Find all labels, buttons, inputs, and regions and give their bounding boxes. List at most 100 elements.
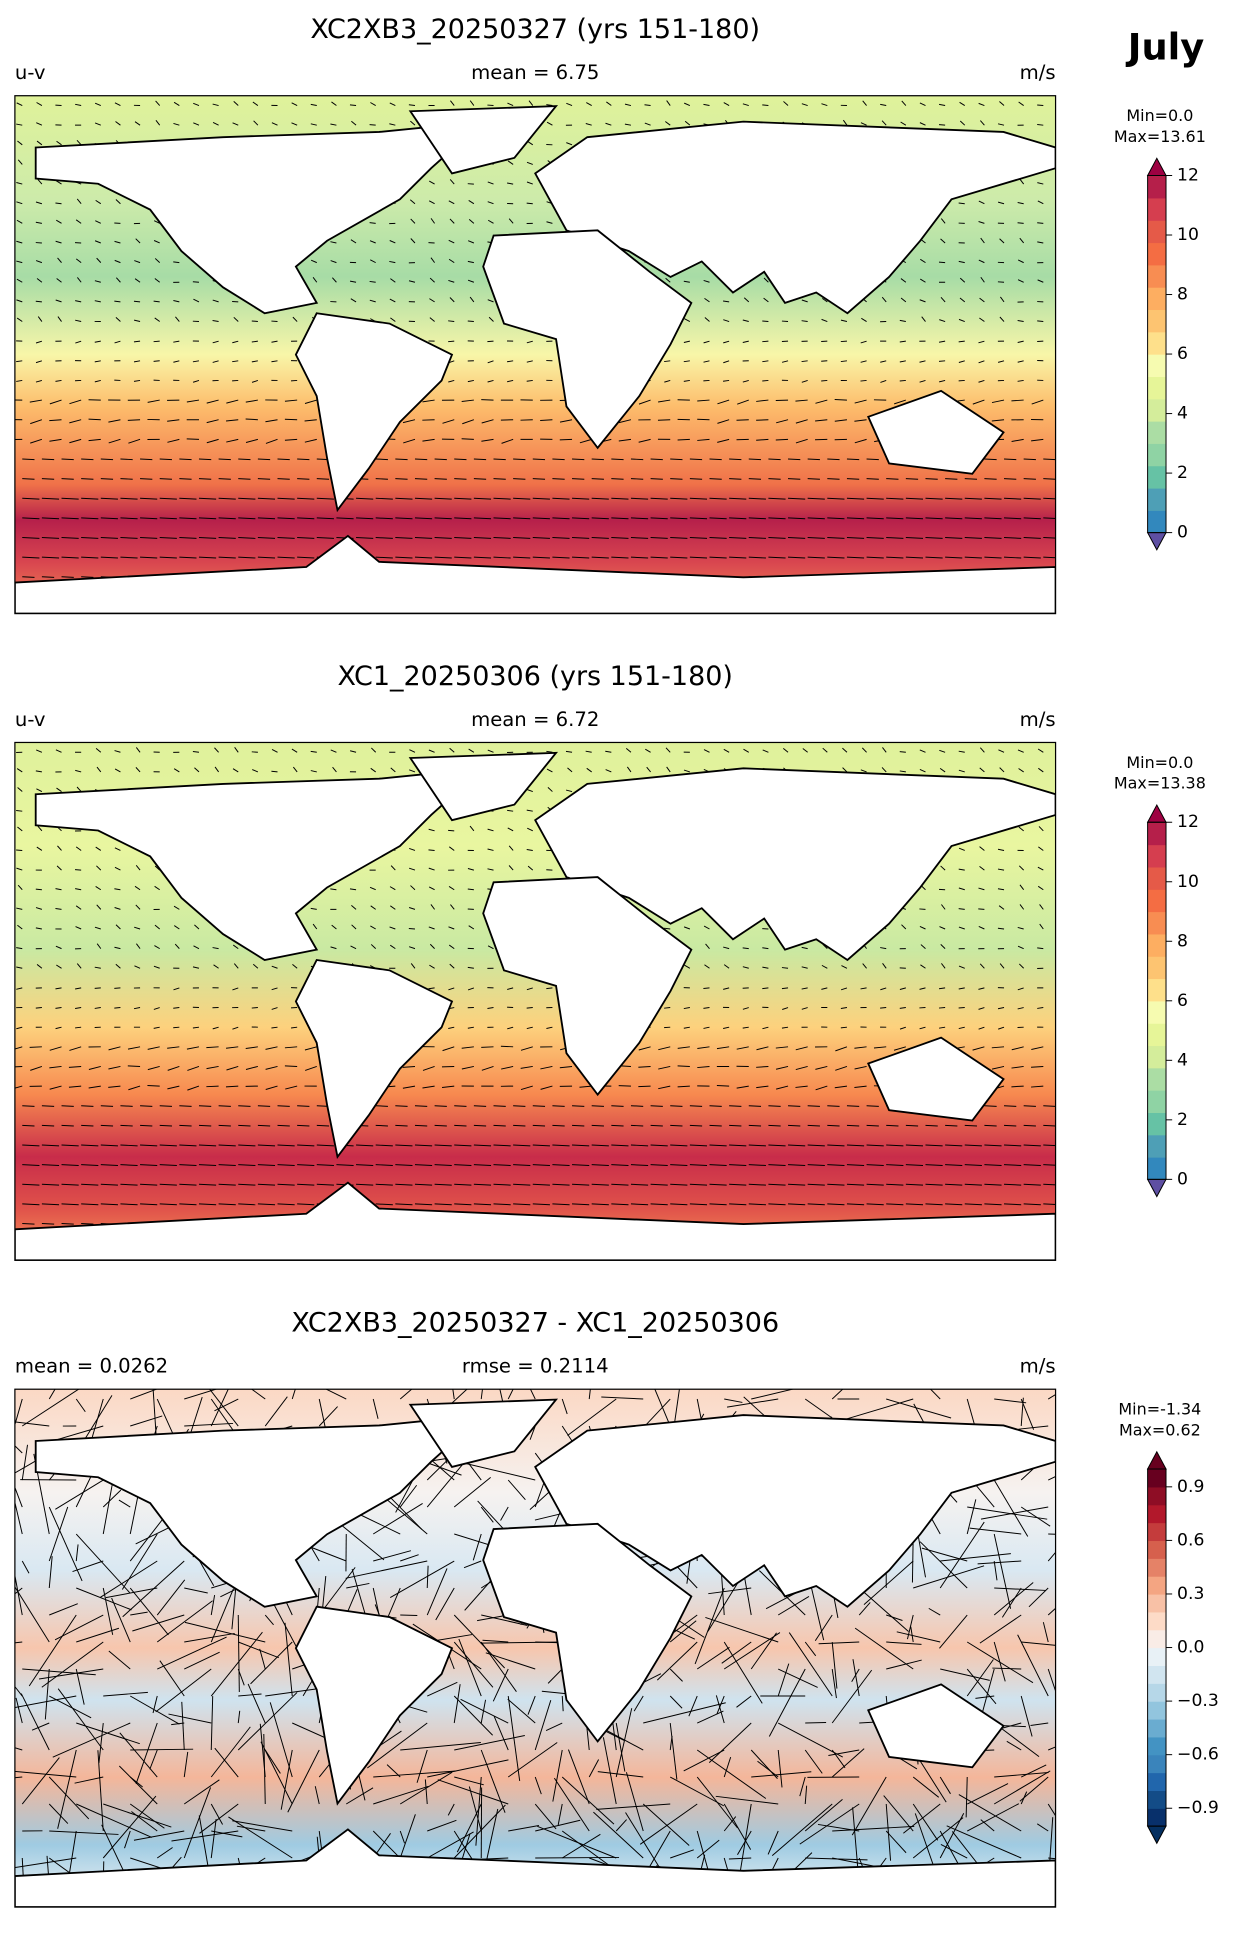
- wind-arrow: [454, 1144, 472, 1147]
- wind-arrow: [925, 1183, 943, 1186]
- wind-arrow: [742, 379, 749, 383]
- wind-arrow: [75, 319, 82, 323]
- wind-arrow: [827, 1124, 840, 1127]
- wind-arrow: [846, 537, 865, 539]
- wind-arrow: [846, 478, 860, 480]
- wind-arrow: [102, 1477, 114, 1535]
- wind-arrow: [198, 478, 212, 480]
- wind-arrow: [638, 438, 651, 443]
- wind-arrow: [114, 866, 121, 871]
- wind-arrow: [147, 1065, 160, 1071]
- wind-arrow: [854, 1085, 867, 1089]
- wind-arrow: [756, 399, 769, 402]
- wind-arrow: [349, 888, 357, 891]
- wind-arrow: [297, 458, 310, 461]
- wind-arrow: [238, 1105, 251, 1107]
- wind-arrow: [1004, 478, 1017, 480]
- wind-arrow: [840, 360, 848, 363]
- wind-arrow: [572, 1164, 590, 1166]
- wind-arrow: [854, 438, 867, 444]
- wind-arrow: [959, 120, 966, 126]
- wind-arrow: [821, 103, 828, 107]
- wind-arrow: [677, 1085, 690, 1088]
- wind-arrow: [1037, 885, 1044, 891]
- wind-arrow: [487, 379, 494, 383]
- wind-arrow: [245, 418, 258, 421]
- wind-arrow: [356, 1183, 374, 1186]
- wind-arrow: [108, 438, 121, 444]
- colorbar-level: [1147, 1486, 1167, 1506]
- wind-arrow: [703, 279, 710, 283]
- wind-arrow: [304, 438, 317, 443]
- wind-arrow: [905, 497, 924, 500]
- wind-arrow: [846, 1183, 865, 1186]
- wind-arrow: [284, 399, 298, 402]
- wind-arrow: [212, 340, 219, 344]
- wind-arrow: [882, 747, 887, 753]
- wind-arrow: [658, 1046, 671, 1051]
- wind-arrow: [1037, 866, 1044, 871]
- wind-arrow: [526, 360, 533, 363]
- wind-arrow: [821, 379, 828, 382]
- wind-arrow: [330, 888, 337, 891]
- wind-arrow: [21, 1444, 29, 1481]
- wind-arrow: [901, 924, 907, 930]
- wind-arrow: [22, 497, 40, 500]
- wind-arrow: [370, 747, 377, 753]
- wind-arrow: [429, 277, 435, 283]
- wind-arrow: [153, 340, 160, 343]
- wind-arrow: [429, 298, 435, 303]
- wind-arrow: [552, 478, 565, 480]
- wind-arrow: [1043, 1183, 1056, 1186]
- colorbar-level: [1147, 1067, 1167, 1091]
- wind-arrow: [1037, 947, 1044, 950]
- wind-arrow: [206, 1046, 219, 1049]
- wind-arrow: [120, 458, 133, 461]
- wind-arrow: [742, 103, 749, 107]
- wind-arrow: [184, 1621, 266, 1643]
- wind-arrow: [461, 1065, 474, 1070]
- wind-arrow: [409, 199, 416, 205]
- wind-arrow: [75, 888, 82, 891]
- wind-arrow: [135, 1722, 158, 1785]
- wind-arrow: [862, 100, 867, 106]
- wind-arrow: [683, 360, 690, 363]
- wind-arrow: [16, 201, 23, 205]
- wind-arrow: [689, 1124, 703, 1127]
- wind-arrow: [886, 1203, 904, 1206]
- wind-arrow: [705, 943, 710, 949]
- wind-arrow: [762, 320, 769, 323]
- wind-arrow: [94, 966, 101, 969]
- wind-arrow: [696, 1646, 730, 1670]
- left-label: mean = 0.0262: [15, 1355, 168, 1378]
- wind-arrow: [55, 1007, 62, 1009]
- colorbar-extend-over: [1146, 157, 1167, 176]
- center-label: mean = 6.72: [471, 708, 599, 731]
- wind-arrow: [395, 497, 413, 500]
- wind-arrow: [414, 1183, 433, 1186]
- wind-arrow: [1004, 537, 1022, 539]
- wind-arrow: [940, 218, 946, 224]
- wind-arrow: [866, 1144, 884, 1147]
- wind-arrow: [56, 865, 62, 871]
- wind-arrow: [14, 1421, 50, 1427]
- wind-arrow: [586, 102, 592, 106]
- wind-arrow: [526, 379, 533, 382]
- wind-arrow: [977, 1560, 1022, 1565]
- wind-arrow: [885, 1830, 907, 1854]
- wind-arrow: [677, 1065, 690, 1067]
- wind-arrow: [149, 1749, 158, 1770]
- wind-arrow: [905, 556, 924, 559]
- wind-arrow: [1018, 865, 1025, 871]
- wind-arrow: [331, 101, 337, 106]
- wind-arrow: [605, 769, 612, 773]
- wind-arrow: [140, 458, 153, 461]
- wind-arrow: [841, 1398, 914, 1421]
- wind-arrow: [154, 945, 160, 950]
- wind-arrow: [729, 517, 747, 520]
- wind-arrow: [854, 1627, 914, 1670]
- land: [867, 1036, 1005, 1122]
- wind-arrow: [454, 1776, 484, 1786]
- wind-arrow: [155, 100, 161, 106]
- wind-arrow: [424, 1779, 428, 1805]
